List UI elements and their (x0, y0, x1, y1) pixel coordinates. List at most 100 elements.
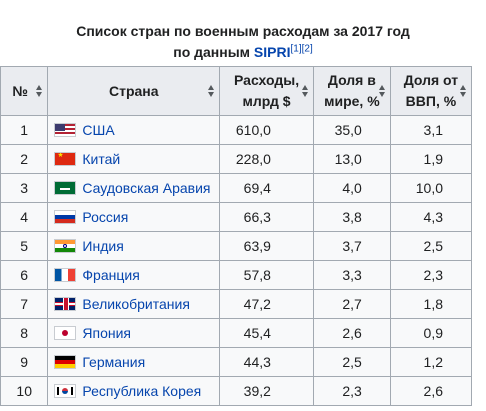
sort-icon[interactable] (378, 85, 386, 97)
spending-cell: 39,2 (219, 376, 314, 406)
military-spending-table: № Страна Расходы, млрд $ Доля в мире, % … (0, 66, 473, 406)
country-link[interactable]: Великобритания (82, 296, 190, 312)
gdp-share-cell: 1,8 (389, 289, 473, 319)
country-link[interactable]: Китай (82, 151, 121, 167)
table-row: 3 Саудовская Аравия 69,4 4,0 10,0 (0, 173, 473, 203)
table-row: 8 Япония 45,4 2,6 0,9 (0, 318, 473, 348)
france-flag-icon (54, 268, 77, 282)
reference-link[interactable]: [1][2] (290, 43, 313, 55)
sort-icon[interactable] (460, 85, 467, 97)
country-cell: Индия (47, 231, 221, 261)
country-cell: Республика Корея (47, 376, 221, 406)
column-header-country[interactable]: Страна (47, 66, 221, 116)
country-cell: Великобритания (47, 289, 221, 319)
world-share-header-line-2: мире, % (324, 93, 380, 109)
country-cell: Саудовская Аравия (47, 173, 221, 203)
spending-cell: 44,3 (219, 347, 314, 377)
column-header-gdp-share[interactable]: Доля от ВВП, % (389, 66, 473, 116)
table-row: 5 Индия 63,9 3,7 2,5 (0, 231, 473, 261)
russia-flag-icon (54, 210, 77, 224)
gdp-share-cell: 2,5 (389, 231, 473, 261)
table-row: 2 Китай 228,013,01,9 (0, 144, 473, 174)
sort-icon[interactable] (208, 85, 215, 97)
world-share-cell: 4,0 (312, 173, 391, 203)
gdp-share-cell: 0,9 (389, 318, 473, 348)
saudi-flag-icon (54, 181, 77, 195)
spending-cell: 69,4 (219, 173, 314, 203)
country-header-label: Страна (109, 82, 159, 99)
table-row: 9 Германия 44,3 2,5 1,2 (0, 347, 473, 377)
country-cell: Германия (47, 347, 221, 377)
column-header-rank[interactable]: № (0, 66, 49, 116)
country-cell: Россия (47, 202, 221, 232)
caption-prefix: по данным (173, 44, 254, 60)
rank-cell: 1 (0, 115, 49, 145)
country-link[interactable]: Саудовская Аравия (82, 180, 211, 196)
gdp-share-cell: 3,1 (389, 115, 473, 145)
country-cell: Китай (47, 144, 221, 174)
world-share-cell: 2,6 (312, 318, 391, 348)
country-link[interactable]: Япония (82, 325, 132, 341)
rank-cell: 10 (0, 376, 49, 406)
sipri-link[interactable]: SIPRI (253, 44, 291, 60)
spending-cell: 66,3 (219, 202, 314, 232)
germany-flag-icon (54, 355, 77, 369)
rank-cell: 3 (0, 173, 49, 203)
world-share-cell: 35,0 (312, 115, 391, 145)
world-share-cell: 2,7 (312, 289, 391, 319)
country-link[interactable]: Германия (82, 354, 146, 370)
caption-line-1: Список стран по военным расходам за 2017… (76, 23, 410, 39)
spending-cell: 610,0 (219, 115, 314, 145)
country-link[interactable]: США (82, 122, 115, 138)
country-cell: Япония (47, 318, 221, 348)
world-share-cell: 13,0 (312, 144, 391, 174)
country-cell: США (47, 115, 221, 145)
rank-cell: 2 (0, 144, 49, 174)
spending-cell: 47,2 (219, 289, 314, 319)
gdp-share-header-line-2: ВВП, % (405, 93, 457, 109)
sort-icon[interactable] (36, 85, 43, 97)
rank-cell: 8 (0, 318, 49, 348)
country-link[interactable]: Республика Корея (82, 383, 202, 399)
country-link[interactable]: Франция (82, 267, 140, 283)
world-share-cell: 3,7 (312, 231, 391, 261)
spending-cell: 57,8 (219, 260, 314, 290)
column-header-spending[interactable]: Расходы, млрд $ (219, 66, 314, 116)
world-share-cell: 2,5 (312, 347, 391, 377)
world-share-cell: 3,3 (312, 260, 391, 290)
rank-cell: 7 (0, 289, 49, 319)
table-row: 10 Республика Корея 39,2 2,3 2,6 (0, 376, 473, 406)
rank-cell: 9 (0, 347, 49, 377)
sort-icon[interactable] (301, 85, 309, 97)
spending-header-line-2: млрд $ (242, 93, 291, 109)
gdp-share-cell: 10,0 (389, 173, 473, 203)
china-flag-icon (54, 152, 77, 166)
spending-cell: 63,9 (219, 231, 314, 261)
country-cell: Франция (47, 260, 221, 290)
gdp-share-cell: 2,6 (389, 376, 473, 406)
gdp-share-cell: 1,2 (389, 347, 473, 377)
gdp-share-cell: 1,9 (389, 144, 473, 174)
caption-line-2: по данным SIPRI[1][2] (0, 42, 486, 63)
gdp-share-header-line-1: Доля от (403, 72, 459, 88)
gdp-share-cell: 4,3 (389, 202, 473, 232)
spending-cell: 228,0 (219, 144, 314, 174)
header-row: № Страна Расходы, млрд $ Доля в мире, % … (0, 66, 473, 116)
usa-flag-icon (54, 123, 77, 137)
table-row: 6 Франция 57,8 3,3 2,3 (0, 260, 473, 290)
column-header-world-share[interactable]: Доля в мире, % (312, 66, 391, 116)
world-share-cell: 3,8 (312, 202, 391, 232)
country-link[interactable]: Россия (82, 209, 129, 225)
reference-marks[interactable]: [1][2] (291, 43, 313, 54)
table-row: 4 Россия 66,3 3,8 4,3 (0, 202, 473, 232)
rank-cell: 4 (0, 202, 49, 232)
gdp-share-cell: 2,3 (389, 260, 473, 290)
uk-flag-icon (54, 297, 77, 311)
korea-flag-icon (54, 384, 77, 398)
table-caption: Список стран по военным расходам за 2017… (0, 0, 486, 63)
rank-cell: 5 (0, 231, 49, 261)
spending-cell: 45,4 (219, 318, 314, 348)
country-link[interactable]: Индия (82, 238, 124, 254)
japan-flag-icon (54, 326, 77, 340)
world-share-header-line-1: Доля в (327, 72, 376, 88)
